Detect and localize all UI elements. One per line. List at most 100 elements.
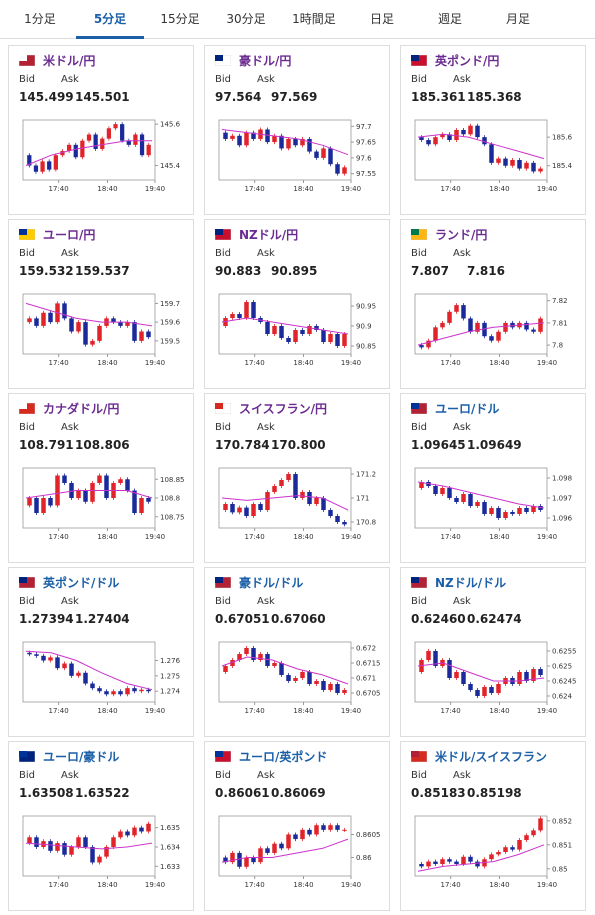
plot-frame	[414, 467, 548, 529]
candle	[475, 322, 480, 332]
quote-card[interactable]: 米ドル/スイスフラン Bid Ask 0.85183 0.85198 0.852 0.851…	[400, 741, 586, 911]
tab[interactable]: 週足	[437, 12, 462, 26]
candle	[468, 125, 473, 135]
candle	[258, 504, 263, 510]
candle	[503, 158, 508, 166]
quote-card[interactable]: 豪ドル/円 Bid Ask 97.564 97.569 97.7 97.65 97.6 97.5…	[204, 45, 390, 215]
tab[interactable]: 月足	[505, 12, 530, 26]
candle	[27, 318, 32, 323]
quote-card[interactable]: 豪ドル/ドル Bid Ask 0.67051 0.67060 0.672 0.6715 0.6…	[204, 567, 390, 737]
tab[interactable]: 1分足	[24, 12, 56, 26]
candle	[489, 144, 494, 163]
ask-value: 0.85198	[467, 786, 522, 800]
quote-card[interactable]: 米ドル/円 Bid Ask 145.499 145.501 145.6 145.4 17:40…	[8, 45, 194, 215]
candle	[62, 843, 67, 855]
candle	[307, 492, 312, 504]
candle	[106, 128, 112, 139]
quote-card[interactable]: スイスフラン/円 Bid Ask 170.784 170.800 171.2 171 170.…	[204, 393, 390, 563]
ask-value: 0.86069	[271, 786, 326, 800]
candle	[468, 318, 473, 332]
candle	[83, 672, 88, 684]
candle	[125, 688, 130, 695]
bid-label: Bid	[19, 596, 35, 607]
candle	[265, 129, 270, 143]
mini-chart: 171.2 171 170.8 17:40 18:40 19:40	[218, 467, 376, 541]
candle	[461, 672, 466, 684]
y-tick-label: 0.6715	[356, 660, 381, 668]
tab[interactable]: 日足	[369, 12, 394, 26]
bid-value: 0.67051	[215, 612, 270, 626]
quote-card[interactable]: NZドル/ドル Bid Ask 0.62460 0.62474 0.6255 0.625 0.…	[400, 567, 586, 737]
x-tick-label: 17:40	[441, 359, 461, 367]
quote-card[interactable]: NZドル/円 Bid Ask 90.883 90.895 90.95 90.9 90.85 17…	[204, 219, 390, 389]
quote-card[interactable]: ランド/円 Bid Ask 7.807 7.816 7.82 7.81 7.8 17:40 18:…	[400, 219, 586, 389]
quote-card[interactable]: ユーロ/英ポンド Bid Ask 0.86061 0.86069 0.8605 0.86 17…	[204, 741, 390, 911]
mini-chart: 1.098 1.097 1.096 17:40 18:40 19:40	[414, 467, 573, 541]
pair-title: カナダドル/円	[43, 402, 120, 416]
tab[interactable]: 5分足	[76, 0, 144, 39]
moving-average	[417, 133, 545, 160]
candle	[538, 506, 543, 510]
candle	[447, 488, 452, 498]
quote-card[interactable]: ユーロ/円 Bid Ask 159.532 159.537 159.7 159.6 159.5…	[8, 219, 194, 389]
candle	[321, 681, 326, 690]
quote-card[interactable]: ユーロ/ドル Bid Ask 1.09645 1.09649 1.098 1.097 1.09…	[400, 393, 586, 563]
ask-value: 1.63522	[75, 786, 130, 800]
x-tick-label: 18:40	[293, 707, 313, 715]
candle	[33, 165, 39, 172]
x-tick-label: 19:40	[341, 533, 361, 541]
x-tick-label: 18:40	[489, 185, 509, 193]
candle	[517, 160, 522, 169]
y-tick-label: 0.624	[552, 693, 573, 701]
candle	[314, 151, 319, 158]
quote-card[interactable]: 英ポンド/円 Bid Ask 185.361 185.368 185.6 185.4 17:4…	[400, 45, 586, 215]
y-tick-label: 0.8605	[356, 831, 381, 839]
y-tick-label: 0.86	[356, 854, 372, 862]
candle	[60, 151, 65, 156]
candle	[76, 322, 81, 332]
candle	[251, 132, 256, 139]
tab[interactable]: 1時間足	[292, 12, 336, 26]
candle	[510, 512, 515, 514]
candle	[48, 498, 53, 506]
candle	[62, 303, 67, 319]
y-tick-label: 97.55	[356, 170, 376, 178]
candle	[335, 684, 340, 693]
candle	[531, 329, 536, 332]
quote-card[interactable]: カナダドル/円 Bid Ask 108.791 108.806 108.85 108.8 10…	[8, 393, 194, 563]
candle	[272, 326, 277, 334]
tab[interactable]: 15分足	[160, 12, 200, 26]
quote-card[interactable]: 英ポンド/ドル Bid Ask 1.27394 1.27404 1.276 1.275 1.2…	[8, 567, 194, 737]
candle	[90, 483, 95, 502]
candle	[328, 148, 333, 165]
y-tick-label: 145.6	[160, 121, 181, 129]
candle	[237, 507, 242, 513]
candle	[40, 161, 45, 172]
pair-title: スイスフラン/円	[239, 402, 328, 416]
moving-average	[221, 129, 349, 156]
x-tick-label: 17:40	[245, 359, 265, 367]
candle	[97, 856, 102, 863]
candle	[111, 318, 116, 323]
candle	[321, 330, 326, 342]
ask-label: Ask	[453, 74, 471, 85]
candle	[286, 675, 291, 681]
candle	[419, 482, 424, 488]
candle	[76, 837, 81, 847]
y-tick-label: 7.8	[552, 342, 563, 350]
y-tick-label: 0.671	[356, 675, 376, 683]
x-tick-label: 19:40	[145, 707, 165, 715]
candle	[111, 691, 116, 695]
x-tick-label: 17:40	[49, 185, 69, 193]
candle	[244, 507, 249, 516]
moving-average	[221, 656, 349, 685]
quote-card[interactable]: ユーロ/豪ドル Bid Ask 1.63508 1.63522 1.635 1.634 1.6…	[8, 741, 194, 911]
ask-label: Ask	[257, 248, 275, 259]
candle	[468, 856, 473, 862]
candle	[496, 684, 501, 693]
tab[interactable]: 30分足	[226, 12, 266, 26]
candle	[125, 479, 130, 491]
candle	[342, 522, 347, 525]
candle	[307, 326, 312, 334]
